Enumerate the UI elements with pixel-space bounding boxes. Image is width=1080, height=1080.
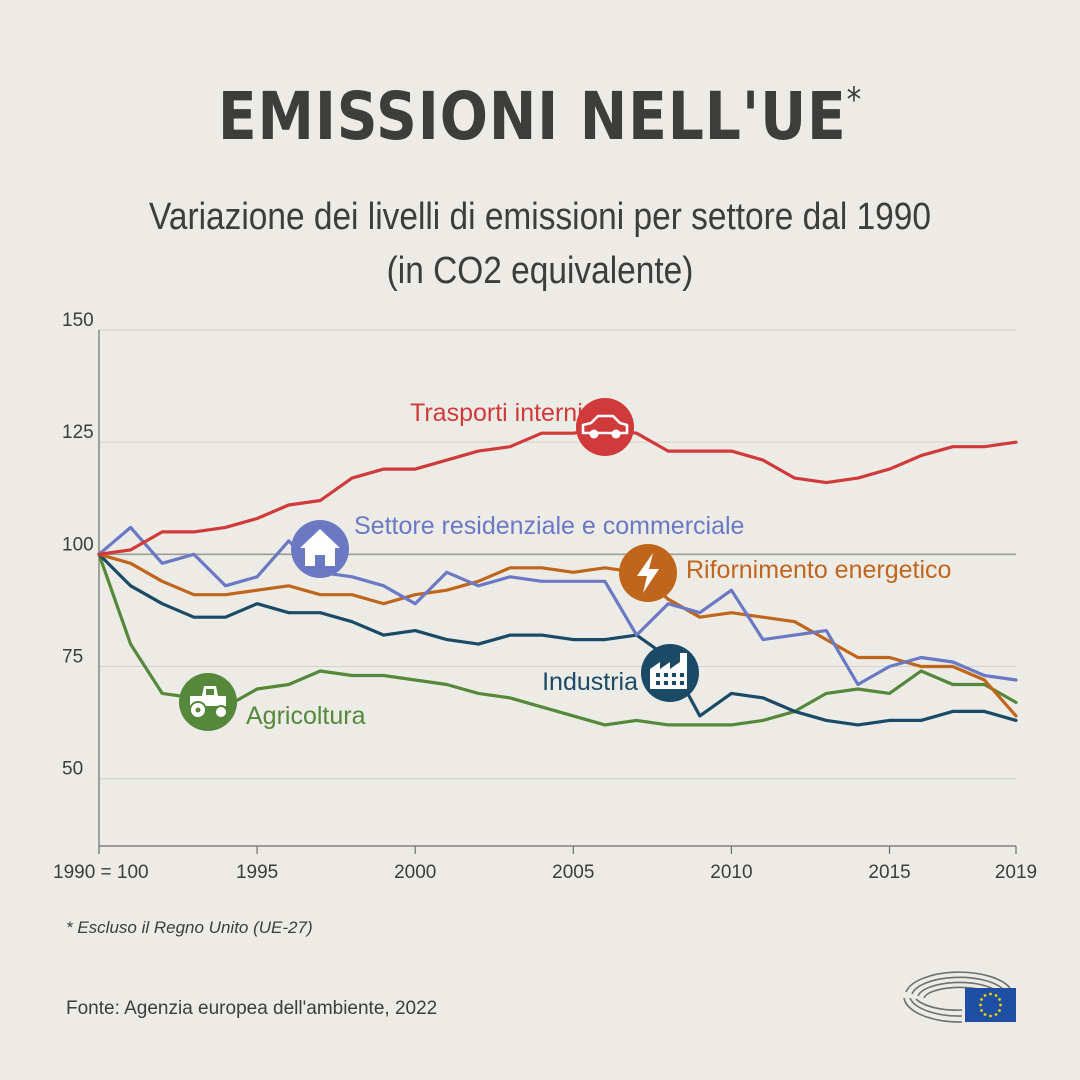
car-wheel [611,429,621,439]
x-tick-label: 2000 [394,862,436,883]
car-wheel [589,429,599,439]
factory-window [656,673,660,677]
house-shape [300,529,340,566]
house-icon [291,520,349,578]
series-line-lightning [97,552,1018,718]
y-tick-label: 150 [62,310,94,331]
series-label: Settore residenziale e commerciale [354,512,744,540]
series-line-factory [97,552,1018,727]
tractor-window [206,689,214,695]
tractor-body [190,686,226,706]
european-parliament-logo [903,971,1016,1023]
y-tick-label: 125 [62,422,94,443]
x-tick-label: 2010 [710,862,752,883]
title-text: EMISSIONI NELL'UE [217,78,847,155]
factory-window [672,681,676,685]
x-tick-label: 2015 [868,862,910,883]
series-label: Agricoltura [246,702,366,730]
series-label: Rifornimento energetico [686,556,951,584]
subtitle-line-1: Variazione dei livelli di emissioni per … [149,196,931,238]
lightning-icon [619,544,677,602]
car-body [581,414,629,435]
factory-window [664,681,668,685]
page-subtitle: Variazione dei livelli di emissioni per … [65,190,1015,298]
footnote: * Escluso il Regno Unito (UE-27) [66,918,313,937]
factory-window [664,673,668,677]
car-icon [576,398,634,456]
tractor-icon [179,673,237,731]
factory-window [656,681,660,685]
series-label: Trasporti interni [410,399,583,427]
y-tick-label: 50 [62,759,83,780]
factory-shape [650,653,687,689]
x-tick-label: 1990 = 100 [53,862,149,883]
tractor-hub [195,707,201,713]
icon-badge [576,398,634,456]
source-note: Fonte: Agenzia europea dell'ambiente, 20… [66,998,438,1019]
series-label: Industria [542,668,638,696]
tractor-wheel [214,705,228,719]
lightning-shape [637,553,659,593]
factory-window [680,681,684,685]
factory-window [672,673,676,677]
emissions-line-chart: 50 75 100 125 150 1990 = 100 1995 2000 2005 2010 2… [53,310,1037,883]
title-footnote-mark: * [846,80,863,120]
x-tick-label: 1995 [236,862,278,883]
factory-icon [641,644,699,702]
page-title: EMISSIONI NELL'UE* [76,78,1005,155]
x-tick-label: 2005 [552,862,594,883]
y-tick-label: 100 [62,534,94,555]
factory-window [680,673,684,677]
subtitle-line-2: (in CO2 equivalente) [386,250,694,292]
series-line-house [97,525,1018,687]
x-tick-label: 2019 [995,862,1037,883]
series-line-tractor [97,552,1018,727]
series-line-car [97,427,1018,556]
y-tick-label: 75 [62,647,83,668]
